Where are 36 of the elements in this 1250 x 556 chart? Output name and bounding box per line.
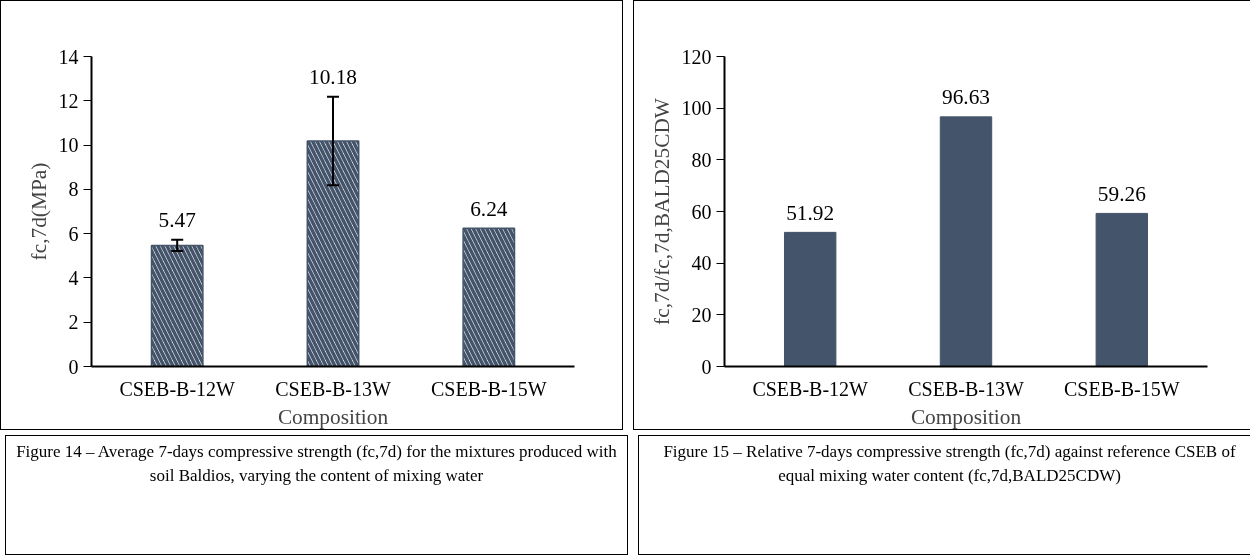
y-tick-label: 100 <box>681 97 712 120</box>
bar <box>939 116 993 367</box>
y-tick-label: 60 <box>691 200 712 223</box>
y-tick-label: 10 <box>58 134 79 157</box>
x-axis-title: Composition <box>910 404 1022 429</box>
data-label: 6.24 <box>470 196 508 221</box>
x-tick-label: CSEB-B-12W <box>119 377 236 400</box>
x-tick-label: CSEB-B-15W <box>1064 377 1180 400</box>
data-label: 5.47 <box>158 208 197 233</box>
bar <box>1095 212 1149 367</box>
y-axis-title: fc,7d(MPa) <box>26 162 51 261</box>
y-tick-label: 40 <box>691 252 712 275</box>
data-label: 10.18 <box>309 65 358 90</box>
data-label: 96.63 <box>942 85 991 110</box>
y-tick-label: 14 <box>58 45 79 68</box>
caption: Figure 15 – Relative 7-days compressive strength (fc,7d) against reference CSEB of equal mixing water content (fc,7d,BALD25CDW) <box>662 441 1237 488</box>
y-tick-label: 0 <box>701 355 712 378</box>
y-tick-label: 8 <box>68 178 79 201</box>
y-tick-label: 4 <box>68 266 79 289</box>
y-tick-label: 80 <box>691 148 712 171</box>
y-tick-label: 120 <box>681 45 712 68</box>
x-tick-label: CSEB-B-12W <box>752 377 869 400</box>
y-axis-title: fc,7d/fc,7d,BALD25CDW <box>649 97 674 325</box>
data-label: 59.26 <box>1097 182 1147 207</box>
y-tick-label: 0 <box>68 355 79 378</box>
x-tick-label: CSEB-B-13W <box>908 377 1024 400</box>
bar <box>783 231 837 367</box>
y-tick-label: 20 <box>691 303 712 326</box>
x-tick-label: CSEB-B-15W <box>431 377 547 400</box>
x-axis-title: Composition <box>277 404 389 429</box>
caption: Figure 14 – Average 7-days compressive strength (fc,7d) for the mixtures produced with soil Baldios, varying the content of mixing water <box>16 441 617 488</box>
y-tick-label: 12 <box>58 89 79 112</box>
y-tick-label: 6 <box>68 222 79 245</box>
y-tick-label: 2 <box>68 311 79 334</box>
x-tick-label: CSEB-B-13W <box>275 377 391 400</box>
data-label: 51.92 <box>786 200 835 225</box>
